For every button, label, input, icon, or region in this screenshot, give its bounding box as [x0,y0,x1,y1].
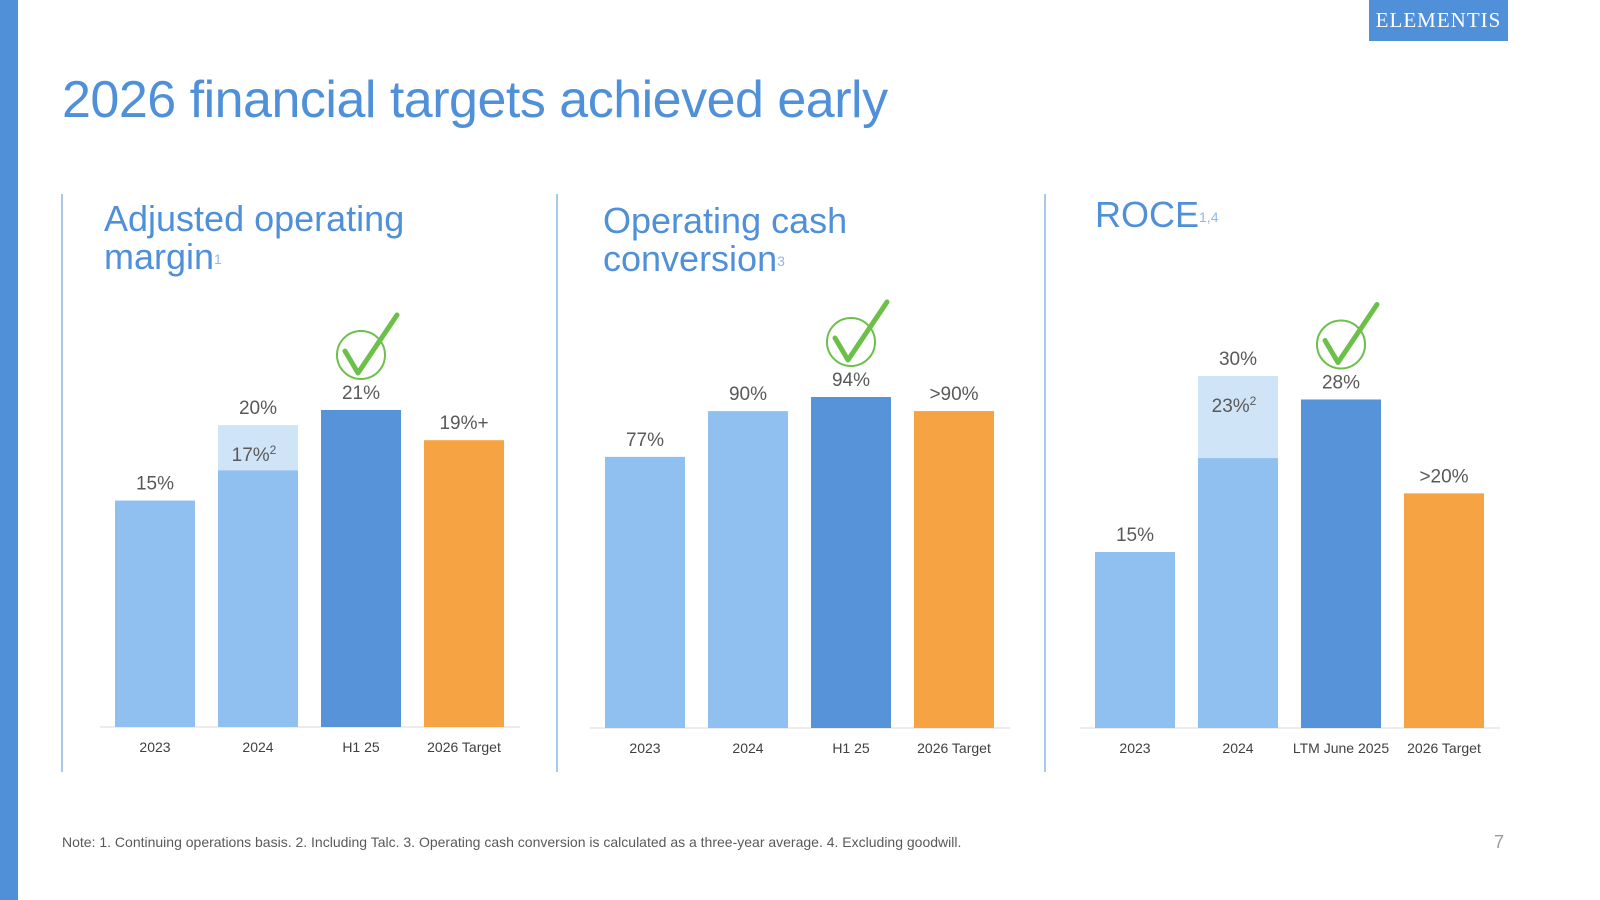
operating-cash-conversion-chart: 77% 2023 90% 2024 94% H1 25 >90% 2026 Target [590,299,1010,756]
bar [605,456,685,728]
value-label: 19%+ [439,413,488,434]
bar [1404,493,1484,728]
adjusted-operating-margin-chart: 15% 2023 17%2 20% 2024 21% H1 25 19%+ 2026 Targe… [100,312,520,755]
value-label: 15% [136,474,174,495]
segment-footnote-marker: 2 [1250,394,1257,408]
x-tick-label: 2024 [1222,740,1253,756]
panel-divider-2 [556,194,558,772]
panel-title-roce: ROCE1,4 [1095,196,1218,234]
checkmark-icon [826,299,890,367]
panel-title-line-1: ROCE [1095,194,1200,235]
panel-title-line-2: conversion [603,238,778,279]
left-accent-band [0,0,18,900]
checkmark-icon [336,312,400,380]
x-tick-label: 2026 Target [1407,740,1481,756]
value-label: 77% [626,430,664,451]
x-tick-label: 2023 [1119,740,1150,756]
x-tick-label: 2023 [629,740,660,756]
bar [218,470,298,727]
value-label: >20% [1419,466,1468,487]
footnote-marker: 3 [777,253,785,269]
x-tick-label: 2023 [139,739,170,755]
elementis-logo: ELEMENTIS [1369,0,1508,41]
panel-title-cash-conversion: Operating cash conversion3 [603,202,847,278]
panel-title-margin: Adjusted operating margin1 [104,200,404,276]
bar [1198,458,1278,728]
value-label: 15% [1116,525,1154,546]
panel-title-line-1: Adjusted operating [104,198,405,239]
x-tick-label: 2024 [242,739,273,755]
footnote-marker: 1,4 [1199,209,1219,225]
page-title: 2026 financial targets achieved early [62,71,888,129]
x-tick-label: 2024 [732,740,763,756]
panel-title-line-1: Operating cash [603,200,848,241]
bar [424,440,504,727]
roce-chart: 15% 2023 23%2 30% 2024 28% LTM June 2025 >20% 20… [1080,301,1500,756]
bar [914,411,994,728]
x-tick-label: 2026 Target [427,739,501,755]
value-label: 28% [1322,372,1360,393]
bar [115,500,195,727]
panel-title-line-2: margin [104,236,215,277]
segment-label: 17%2 [232,443,277,466]
segment-footnote-marker: 2 [270,443,277,457]
bar [1095,552,1175,728]
panel-divider-3 [1044,194,1046,772]
footnote-text: Note: 1. Continuing operations basis. 2.… [62,834,962,850]
value-label: 21% [342,383,380,404]
checkmark-icon [1316,301,1380,370]
x-tick-label: H1 25 [342,739,380,755]
x-tick-label: H1 25 [832,740,870,756]
value-label: 30% [1219,349,1257,370]
page-number: 7 [1494,832,1505,852]
value-label: 90% [729,384,767,405]
segment-label: 23%2 [1212,394,1257,417]
x-tick-label: LTM June 2025 [1293,740,1389,756]
bar [321,410,401,727]
value-label: 20% [239,398,277,419]
bar [811,397,891,728]
x-tick-label: 2026 Target [917,740,991,756]
value-label: 94% [832,370,870,391]
bar [1301,399,1381,728]
value-label: >90% [929,384,978,405]
panel-divider-1 [61,194,63,772]
bar [708,411,788,728]
footnote-marker: 1 [214,251,222,267]
